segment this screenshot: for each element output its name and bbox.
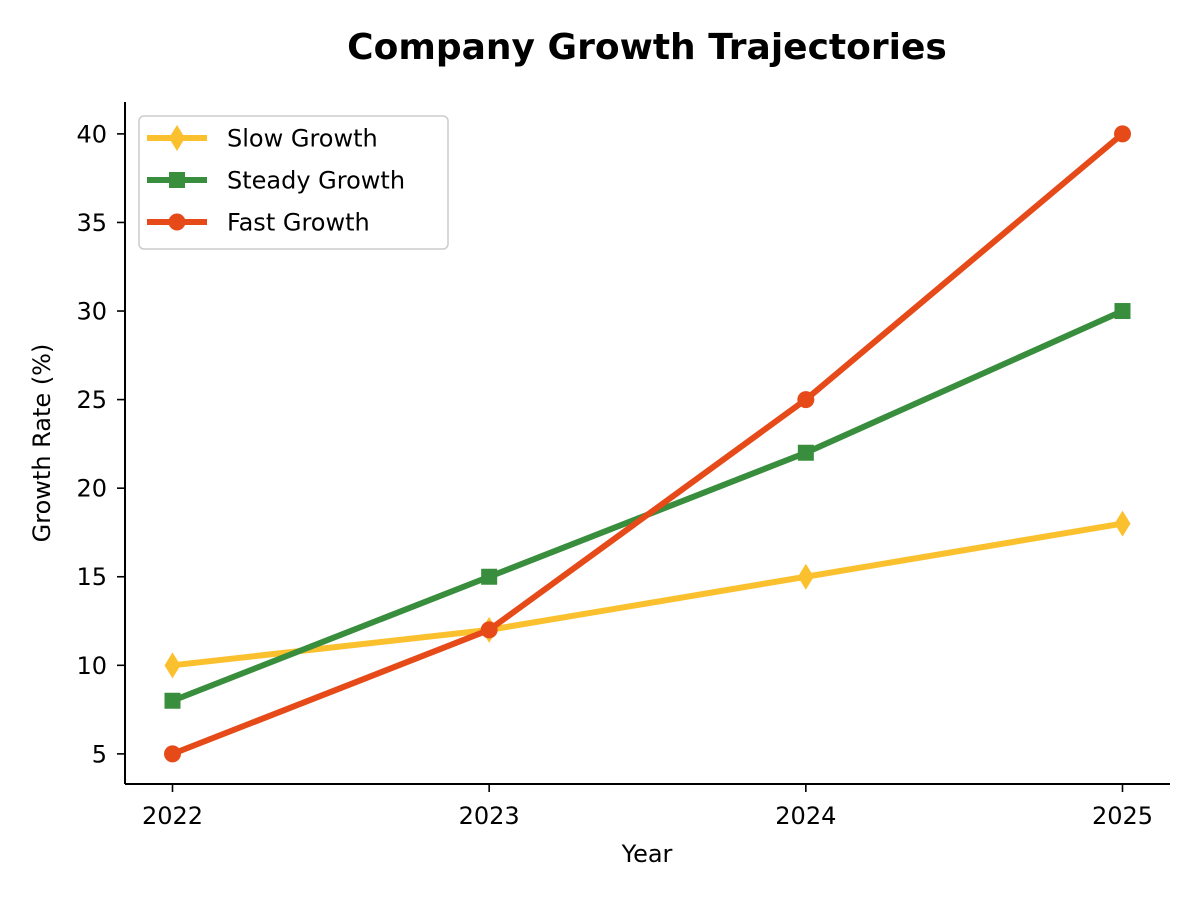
y-tick-label: 30 — [76, 298, 107, 326]
y-axis-label: Growth Rate (%) — [28, 344, 56, 543]
legend-item: Fast Growth — [147, 209, 370, 237]
data-point-slow-growth — [1114, 510, 1131, 537]
legend-item: Slow Growth — [147, 125, 378, 153]
legend-label: Slow Growth — [227, 125, 378, 153]
data-point-fast-growth — [164, 745, 181, 763]
x-tick-label: 2024 — [775, 802, 836, 830]
data-point-steady-growth — [164, 692, 181, 709]
data-point-steady-growth — [797, 444, 814, 461]
series-slow-growth — [164, 510, 1131, 679]
x-tick-label: 2025 — [1092, 802, 1153, 830]
legend-label: Fast Growth — [227, 209, 370, 237]
legend-label: Steady Growth — [227, 167, 405, 195]
legend-item: Steady Growth — [147, 167, 405, 195]
data-point-fast-growth — [1114, 125, 1131, 143]
chart-title: Company Growth Trajectories — [347, 27, 947, 68]
data-point-steady-growth — [1114, 303, 1131, 320]
series-line-slow-growth — [172, 520, 1123, 669]
y-tick-label: 25 — [76, 386, 107, 414]
data-point-slow-growth — [797, 563, 814, 590]
x-tick-label: 2022 — [142, 802, 203, 830]
data-point-steady-growth — [481, 568, 498, 585]
x-axis-label: Year — [621, 840, 673, 868]
series-steady-growth — [164, 303, 1131, 709]
data-point-slow-growth — [164, 652, 181, 679]
series-layer — [164, 125, 1131, 763]
series-line-fast-growth — [171, 131, 1125, 757]
legend-box — [138, 115, 449, 250]
data-point-fast-growth — [480, 621, 498, 639]
data-point-fast-growth — [797, 391, 815, 409]
legend-marker — [168, 213, 186, 231]
y-tick-label: 15 — [76, 563, 107, 591]
series-fast-growth — [164, 125, 1131, 763]
x-tick-label: 2023 — [459, 802, 520, 830]
legend-marker — [169, 125, 185, 151]
legend: Slow Growth Steady Growth Fast Growth — [138, 115, 449, 250]
y-tick-label: 35 — [76, 209, 107, 237]
legend-marker — [169, 172, 185, 188]
y-tick-label: 20 — [76, 475, 107, 503]
y-tick-label: 10 — [76, 652, 107, 680]
series-line-steady-growth — [171, 308, 1124, 704]
y-tick-label: 40 — [76, 120, 107, 148]
y-tick-label: 5 — [92, 740, 107, 768]
